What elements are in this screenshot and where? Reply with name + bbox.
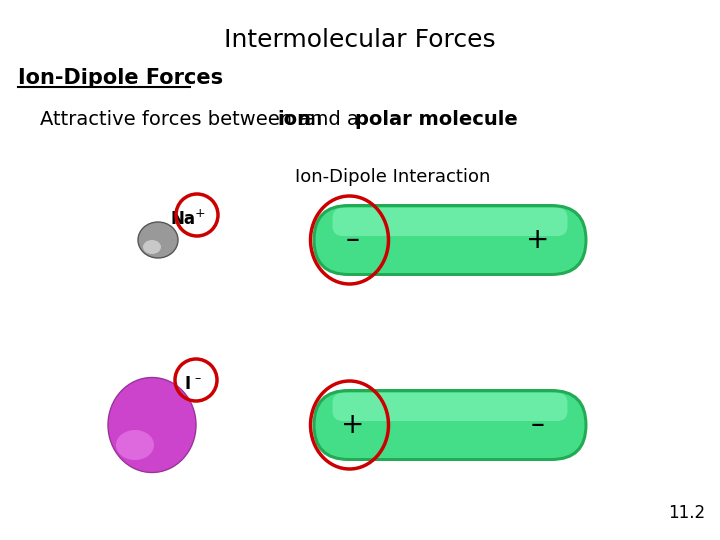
Text: +: + [195, 207, 206, 220]
Text: Attractive forces between an: Attractive forces between an [40, 110, 328, 129]
FancyBboxPatch shape [333, 393, 567, 421]
FancyBboxPatch shape [312, 204, 588, 276]
Ellipse shape [108, 377, 196, 472]
Text: Ion-Dipole Interaction: Ion-Dipole Interaction [295, 168, 490, 186]
FancyBboxPatch shape [315, 207, 585, 273]
Text: –: – [194, 372, 200, 385]
Text: I: I [184, 375, 190, 393]
Text: 11.2: 11.2 [668, 504, 705, 522]
Ellipse shape [116, 430, 154, 460]
Text: –: – [346, 226, 359, 254]
FancyBboxPatch shape [315, 392, 585, 458]
Text: Ion-Dipole Forces: Ion-Dipole Forces [18, 68, 223, 88]
Text: Intermolecular Forces: Intermolecular Forces [224, 28, 496, 52]
Text: Na: Na [170, 210, 195, 228]
Text: +: + [341, 411, 364, 439]
Ellipse shape [143, 240, 161, 254]
FancyBboxPatch shape [312, 389, 588, 461]
Text: polar molecule: polar molecule [355, 110, 518, 129]
Text: ion: ion [277, 110, 311, 129]
Text: +: + [526, 226, 549, 254]
Ellipse shape [138, 222, 178, 258]
Text: –: – [531, 411, 544, 439]
Text: and a: and a [298, 110, 365, 129]
FancyBboxPatch shape [333, 208, 567, 236]
